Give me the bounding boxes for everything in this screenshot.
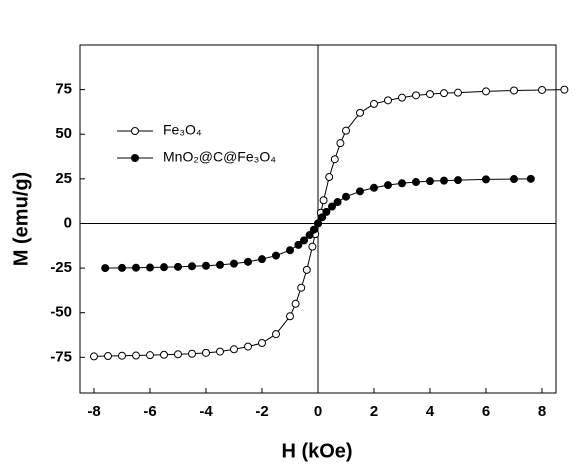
data-point — [384, 181, 392, 190]
y-axis-label: M (emu/g) — [10, 172, 32, 266]
data-point — [216, 347, 224, 356]
data-point — [244, 342, 252, 351]
data-point — [202, 348, 210, 357]
data-point — [325, 173, 334, 182]
data-point — [160, 263, 168, 272]
data-point — [188, 349, 196, 358]
data-point — [300, 236, 308, 245]
data-point — [333, 198, 342, 207]
data-point — [412, 178, 420, 187]
data-point — [482, 175, 490, 184]
data-point — [510, 86, 518, 95]
y-tick-label: 75 — [55, 81, 72, 98]
data-point — [426, 177, 434, 186]
data-point — [319, 196, 328, 205]
data-point — [174, 350, 182, 359]
data-point — [510, 175, 518, 184]
data-point — [104, 352, 112, 361]
x-tick-label: 8 — [538, 403, 546, 420]
data-point — [230, 259, 238, 268]
data-point — [174, 262, 182, 271]
data-point — [328, 202, 336, 211]
data-point — [309, 225, 318, 234]
x-tick-label: -4 — [199, 403, 213, 420]
data-point — [132, 263, 140, 272]
x-tick-label: 4 — [426, 403, 435, 420]
data-point — [454, 176, 462, 185]
y-tick-label: -50 — [50, 304, 72, 321]
data-point — [286, 246, 294, 255]
data-point — [202, 261, 210, 270]
data-point — [216, 260, 224, 269]
y-tick-label: -25 — [50, 259, 72, 276]
data-point — [188, 262, 196, 271]
x-axis-label: H (kOe) — [281, 440, 352, 462]
data-point — [291, 299, 300, 308]
x-tick-label: -6 — [143, 403, 156, 420]
x-tick-label: -8 — [87, 403, 100, 420]
legend-label: Fe₃O₄ — [163, 122, 202, 138]
data-point — [412, 91, 420, 100]
data-point — [230, 345, 238, 354]
data-point — [314, 219, 322, 228]
data-point — [370, 183, 378, 192]
data-point — [101, 264, 110, 273]
data-point — [356, 108, 364, 117]
data-point — [258, 255, 266, 264]
y-tick-label: 50 — [55, 125, 72, 142]
data-point — [118, 351, 126, 360]
data-point — [146, 351, 154, 360]
data-point — [305, 231, 314, 240]
data-point — [132, 351, 140, 360]
data-point — [356, 187, 364, 196]
data-point — [560, 85, 569, 94]
data-point — [118, 263, 126, 272]
data-point — [398, 93, 406, 102]
y-tick-label: -75 — [50, 348, 72, 365]
legend-marker — [131, 127, 139, 135]
data-point — [297, 283, 306, 292]
y-tick-label: 0 — [64, 214, 72, 231]
data-point — [272, 330, 280, 339]
data-point — [426, 90, 434, 99]
data-point — [440, 176, 448, 185]
data-point — [440, 89, 448, 98]
data-point — [454, 88, 462, 97]
data-point — [146, 263, 154, 272]
legend-label: MnO₂@C@Fe₃O₄ — [163, 149, 276, 165]
data-point — [370, 99, 378, 108]
data-point — [538, 85, 546, 94]
data-point — [322, 207, 331, 216]
data-point — [330, 155, 339, 164]
data-point — [90, 352, 98, 361]
data-point — [244, 257, 252, 266]
data-point — [272, 251, 280, 260]
data-point — [302, 265, 311, 274]
data-point — [526, 174, 535, 183]
data-point — [318, 213, 327, 222]
y-tick-label: 25 — [55, 170, 72, 187]
data-point — [482, 87, 490, 96]
data-point — [308, 242, 317, 251]
data-point — [258, 339, 266, 348]
data-point — [384, 96, 392, 105]
data-point — [160, 350, 168, 359]
x-tick-label: -2 — [255, 403, 268, 420]
data-point — [336, 139, 345, 148]
data-point — [398, 179, 406, 188]
x-tick-label: 0 — [314, 403, 322, 420]
x-tick-label: 2 — [370, 403, 378, 420]
data-point — [286, 312, 294, 321]
data-point — [294, 240, 303, 249]
legend-marker — [131, 154, 139, 162]
data-point — [342, 192, 350, 201]
data-point — [342, 126, 350, 135]
x-tick-label: 6 — [482, 403, 490, 420]
